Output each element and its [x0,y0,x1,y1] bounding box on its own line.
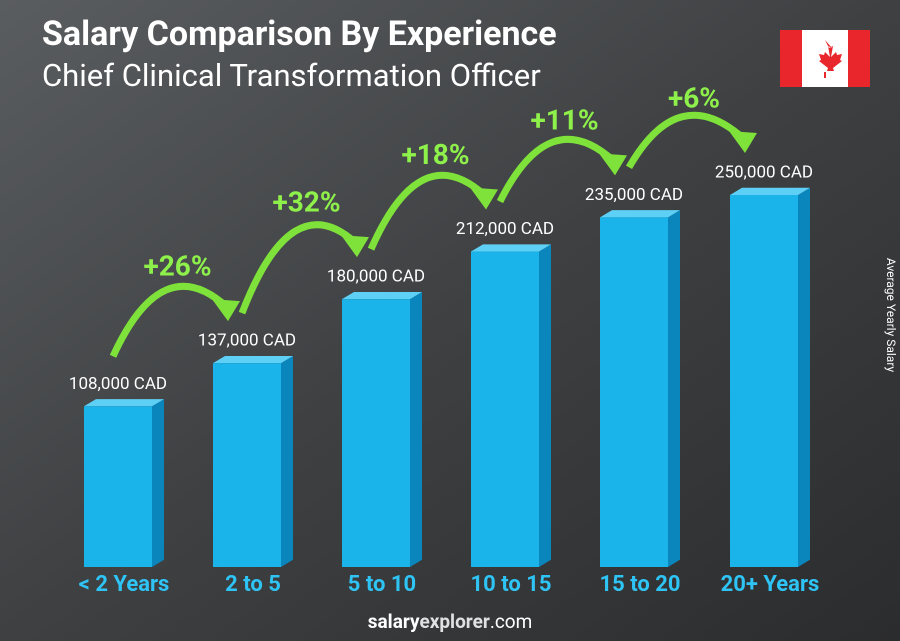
change-arrow [367,171,488,251]
bar-top [84,399,164,407]
chart-subtitle: Chief Clinical Transformation Officer [42,57,541,94]
bar [600,217,668,567]
bar-side [410,291,422,567]
flag-leaf [819,40,842,78]
flag-band [780,30,802,87]
bar-top [600,210,680,218]
x-tick-label: 15 to 20 [600,572,681,597]
change-arrowhead [729,131,757,153]
change-arrow [238,221,359,315]
footer: salaryexplorer.com [368,610,533,633]
flag [780,30,870,87]
change-arrowhead [341,235,369,258]
footer-part: salary [368,610,420,633]
change-arrow [496,135,617,204]
bar-side [798,187,810,568]
x-tick-label: 20+ Years [721,572,820,597]
footer-part: .com [490,610,532,633]
flag-band [848,30,870,87]
bar-side [668,210,680,568]
footer-part: explorer [419,610,489,633]
x-tick-label: < 2 Years [79,572,170,597]
change-label: +26% [143,250,211,283]
bar-top [471,244,551,252]
value-label: 250,000 CAD [715,162,813,182]
value-label: 137,000 CAD [198,331,296,351]
change-arrowhead [470,187,498,210]
change-arrowhead [599,153,627,176]
x-tick-label: 2 to 5 [225,572,281,597]
change-label: +6% [668,81,720,114]
change-label: +32% [272,186,340,219]
x-tick-label: 5 to 10 [348,572,416,597]
bar-side [152,399,164,567]
change-label: +11% [530,104,598,137]
bar [730,195,798,567]
bar-top [730,187,810,195]
value-label: 180,000 CAD [327,267,425,287]
value-label: 235,000 CAD [585,185,683,205]
bar-side [281,355,293,567]
change-arrowhead [212,299,240,322]
change-arrow [625,111,747,170]
chart-title: Salary Comparison By Experience [42,14,557,54]
value-label: 212,000 CAD [456,219,554,239]
x-tick-label: 10 to 15 [471,572,552,597]
change-label: +18% [401,138,469,171]
bar-top [213,355,293,364]
bar [471,251,539,567]
y-axis-label: Average Yearly Salary [884,258,898,373]
bar [213,363,281,567]
bar [342,299,410,567]
bar-top [342,291,422,300]
bar-side [539,244,551,568]
value-label: 108,000 CAD [69,374,167,394]
bar [84,406,152,567]
change-arrow [109,282,230,358]
